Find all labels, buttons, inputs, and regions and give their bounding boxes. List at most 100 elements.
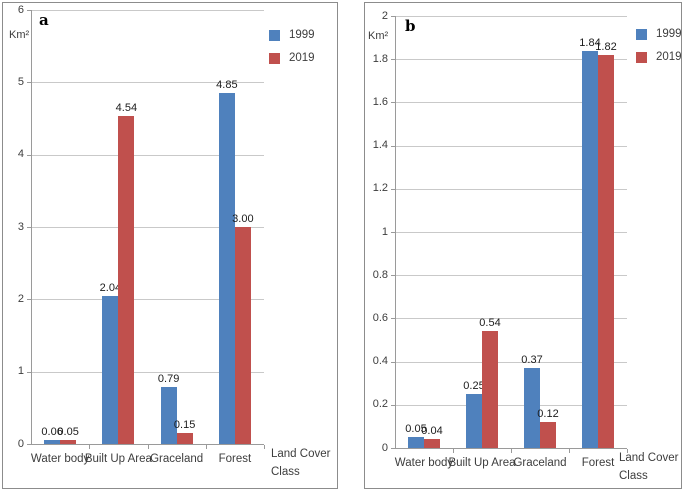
legend-swatch-1999 [269, 29, 280, 41]
value-label-2019-built-up-area: 4.54 [115, 101, 138, 114]
bar-1999-graceland [524, 368, 540, 448]
legend-label-1999: 1999 [656, 28, 682, 40]
value-label-2019-forest: 3.00 [232, 213, 254, 225]
gridline [31, 10, 264, 11]
bar-2019-water-body [60, 440, 77, 444]
y-tick-label: 1.6 [372, 95, 388, 108]
category-label-water-body: Water body [30, 453, 90, 465]
category-label-forest: Forest [218, 453, 252, 465]
plot-area-b: 0 0.2 0.4 0.6 0.8 1 1.2 1.4 1.6 1.8 2 0.05 0.04 Water… [373, 10, 628, 469]
legend-a: 1999 2019 [269, 29, 315, 64]
bar-1999-water-body [408, 437, 424, 448]
gridline [395, 16, 627, 17]
category-axis-tick [89, 445, 91, 449]
y-tick-label: 0.8 [372, 268, 388, 281]
category-axis-tick [511, 449, 512, 453]
y-tick-label: 0.2 [372, 398, 388, 411]
y-axis-tick [391, 448, 395, 449]
bar-2019-forest [598, 54, 614, 448]
x-axis-title-b: Land Cover Class [619, 452, 679, 483]
value-label-1999-forest: 1.84 [579, 36, 601, 49]
value-label-1999-forest: 4.85 [216, 79, 238, 92]
y-tick-label: 3 [17, 220, 24, 233]
bar-1999-forest [218, 93, 235, 444]
gridline [395, 361, 627, 363]
y-axis-tick [391, 188, 395, 190]
bar-2019-built-up-area [118, 115, 135, 444]
gridline [395, 404, 627, 406]
gridline [31, 299, 264, 301]
bar-1999-built-up-area [466, 394, 482, 448]
gridline [395, 188, 627, 190]
y-axis-line [395, 16, 396, 449]
value-label-1999-water-body: 0.05 [405, 423, 427, 436]
y-tick-label: 0.4 [372, 355, 388, 368]
legend-label-2019: 2019 [289, 52, 315, 64]
bar-2019-water-body [424, 439, 440, 448]
bar-2019-graceland [540, 422, 556, 448]
legend-item-2019: 2019 [269, 52, 315, 64]
y-axis-unit-b: Km² [368, 30, 389, 42]
gridline [395, 275, 627, 277]
gridline [395, 102, 627, 104]
bar-2019-graceland [176, 433, 193, 444]
bar-2019-built-up-area [482, 331, 498, 448]
category-label-graceland: Graceland [150, 453, 204, 465]
y-axis-tick [27, 371, 31, 373]
value-label-2019-forest: 1.82 [595, 40, 617, 53]
x-axis-line [31, 444, 264, 445]
value-label-1999-water-body: 0.06 [41, 425, 63, 438]
y-axis-tick [27, 154, 31, 156]
bar-1999-water-body [44, 439, 61, 444]
value-label-2019-water-body: 0.04 [421, 425, 443, 438]
value-label-2019-water-body: 0.05 [57, 426, 79, 439]
category-label-built-up-area: Built Up Area [84, 453, 152, 465]
gridline [395, 232, 627, 233]
gridline [395, 59, 627, 61]
y-axis-tick [27, 10, 31, 11]
y-axis-tick [27, 82, 31, 84]
y-tick-label: 6 [17, 3, 24, 16]
bar-1999-forest [582, 50, 598, 448]
gridline [395, 145, 627, 147]
y-axis-tick [391, 16, 395, 17]
y-tick-label: 1.8 [372, 52, 388, 65]
y-axis-tick [27, 444, 31, 445]
chart-panel-a: a Km² 1999 2019 0 1 2 3 4 5 6 0.06 0.05 Water bod… [2, 2, 338, 489]
gridline [31, 154, 264, 156]
legend-item-1999: 1999 [636, 28, 682, 40]
category-label-water-body: Water body [394, 457, 454, 469]
value-label-1999-graceland: 0.37 [521, 354, 543, 367]
y-tick-label: 4 [17, 148, 24, 161]
legend-swatch-1999 [636, 28, 647, 40]
value-label-2019-built-up-area: 0.54 [479, 317, 501, 330]
y-axis-unit-a: Km² [9, 29, 30, 41]
value-label-1999-built-up-area: 2.04 [99, 282, 122, 295]
y-axis-tick [391, 232, 395, 233]
y-axis-tick [391, 59, 395, 61]
y-tick-label: 2 [17, 292, 24, 305]
y-axis-tick [391, 318, 395, 320]
category-axis-tick [264, 445, 265, 449]
y-tick-label: 2 [381, 9, 388, 22]
legend-b: 1999 2019 [636, 28, 682, 63]
category-label-forest: Forest [581, 457, 615, 469]
plot-area-a: 0 1 2 3 4 5 6 0.06 0.05 Water body 2.04 4.54 Built U… [18, 4, 265, 465]
category-axis-tick [453, 449, 454, 453]
legend-swatch-2019 [269, 52, 280, 64]
y-axis-tick [391, 102, 395, 104]
y-tick-label: 1.2 [372, 182, 388, 195]
y-tick-label: 1 [17, 365, 24, 378]
legend-label-1999: 1999 [289, 29, 315, 41]
x-axis-title-a: Land Cover Class [271, 448, 331, 479]
gridline [31, 227, 264, 228]
category-axis-tick [205, 445, 207, 449]
y-tick-label: 0 [381, 441, 388, 454]
bar-1999-graceland [160, 386, 177, 444]
category-axis-tick [569, 449, 570, 453]
y-axis-tick [27, 227, 31, 228]
category-label-graceland: Graceland [513, 457, 567, 469]
legend-item-2019: 2019 [636, 51, 682, 63]
y-tick-label: 0.6 [372, 311, 388, 324]
value-label-2019-graceland: 0.15 [173, 419, 196, 432]
